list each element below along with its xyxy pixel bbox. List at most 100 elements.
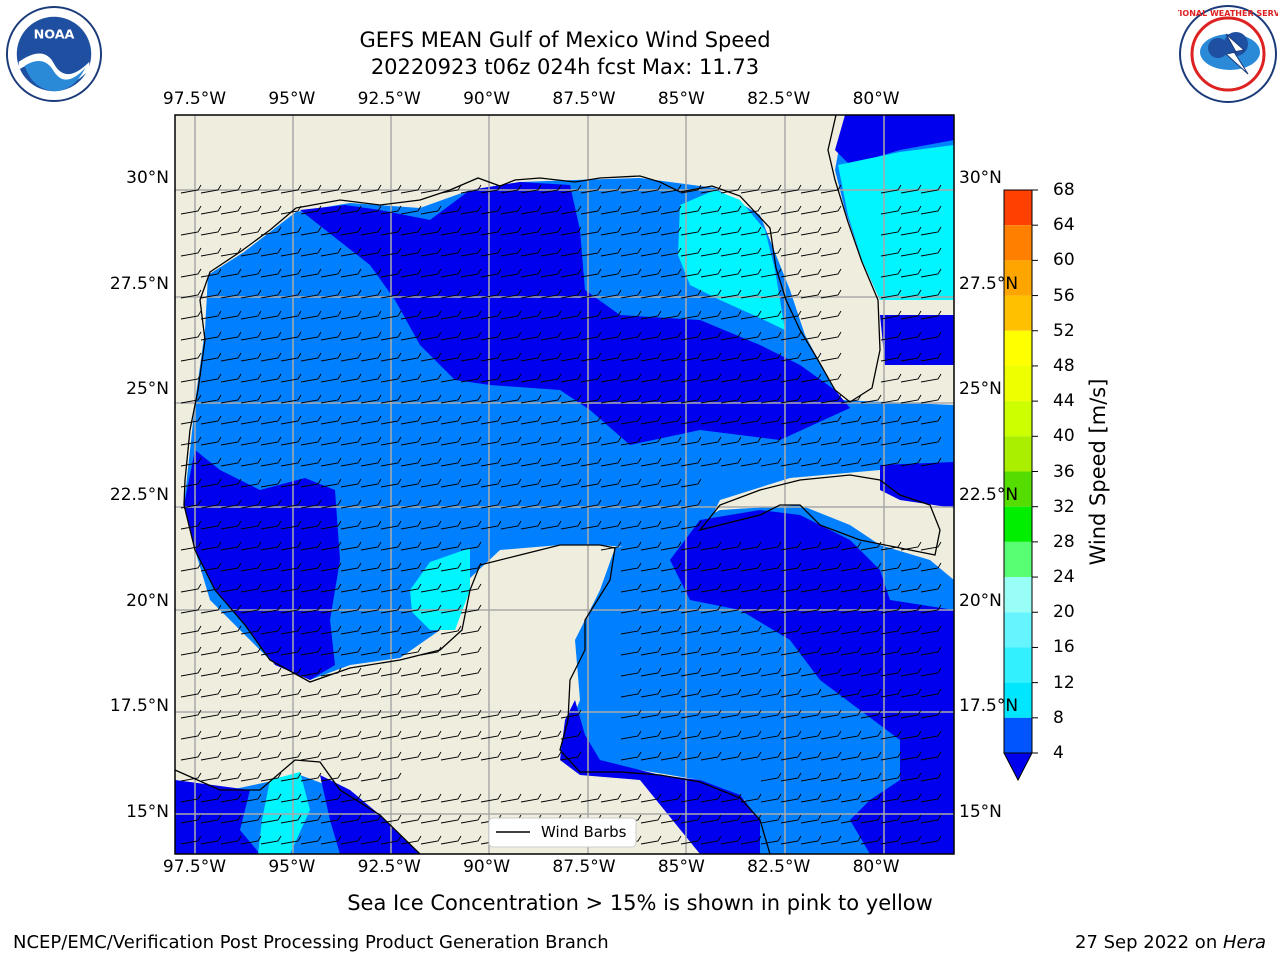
wind-barb xyxy=(660,520,682,530)
wind-barb xyxy=(540,793,562,803)
wind-barb xyxy=(880,688,902,698)
wind-barb xyxy=(200,499,222,509)
colorbar-segment xyxy=(1004,647,1032,683)
wind-barbs xyxy=(180,184,942,845)
wind-barb xyxy=(220,394,242,404)
wind-barb xyxy=(700,667,722,677)
wind-barb xyxy=(740,415,762,425)
wind-barb xyxy=(400,625,422,635)
wind-barb xyxy=(380,394,402,404)
wind-barb xyxy=(220,331,242,341)
wind-barb xyxy=(640,667,662,677)
wind-barb xyxy=(480,268,502,278)
wind-barb xyxy=(620,205,642,215)
wind-barb xyxy=(340,436,362,446)
wind-barb xyxy=(560,205,582,215)
lon-tick-bottom: 87.5°W xyxy=(552,857,616,877)
wind-barb xyxy=(760,793,782,803)
wind-barb xyxy=(500,205,522,215)
wind-barb xyxy=(920,625,942,635)
lat-tick-right: 20°N xyxy=(959,590,1002,611)
wind-barb xyxy=(220,289,242,299)
wind-barb xyxy=(380,184,402,194)
wind-barb xyxy=(620,709,642,719)
wind-barb xyxy=(740,604,762,614)
wind-barb xyxy=(280,394,302,404)
wind-barb xyxy=(300,352,322,362)
wind-barb xyxy=(680,205,702,215)
wind-barb xyxy=(280,520,302,530)
wind-barb xyxy=(260,667,282,677)
wind-barb xyxy=(680,289,702,299)
wind-barb xyxy=(640,226,662,236)
wind-barb xyxy=(180,226,202,236)
wind-barb xyxy=(360,562,382,572)
wind-barb xyxy=(400,814,422,824)
wind-barb xyxy=(260,646,282,656)
wind-barb xyxy=(780,709,802,719)
wind-barb xyxy=(740,310,762,320)
lat-tick-right: 27.5°N xyxy=(959,273,1019,294)
wind-barb xyxy=(640,562,662,572)
lon-tick-bottom: 80°W xyxy=(852,857,900,877)
lon-tick-top: 90°W xyxy=(463,89,511,109)
wind-barb xyxy=(460,499,482,509)
wind-barb xyxy=(660,289,682,299)
wind-barb xyxy=(880,709,902,719)
wind-barb xyxy=(720,688,742,698)
wind-barb xyxy=(780,184,802,194)
wind-barb xyxy=(680,373,702,383)
wind-barb xyxy=(460,541,482,551)
wind-barb xyxy=(660,226,682,236)
wind-barb xyxy=(300,415,322,425)
wind-barb xyxy=(200,478,222,488)
wind-barb xyxy=(380,331,402,341)
wind-barb xyxy=(320,436,342,446)
wind-barb xyxy=(600,457,622,467)
wind-barb xyxy=(740,268,762,278)
wind-barb xyxy=(580,331,602,341)
wind-barb xyxy=(780,772,802,782)
wind-barb xyxy=(660,730,682,740)
wind-barb xyxy=(180,709,202,719)
lat-tick-right: 15°N xyxy=(959,801,1002,822)
wind-barb xyxy=(720,394,742,404)
wind-barb xyxy=(740,709,762,719)
wind-barb xyxy=(440,478,462,488)
wind-barb xyxy=(780,583,802,593)
wind-barb xyxy=(240,814,262,824)
wind-barb xyxy=(260,457,282,467)
wind-barb xyxy=(700,373,722,383)
wind-barb xyxy=(740,289,762,299)
wind-barb xyxy=(500,499,522,509)
wind-barb xyxy=(340,541,362,551)
wind-barb xyxy=(440,814,462,824)
wind-barb xyxy=(320,499,342,509)
wind-barb xyxy=(740,436,762,446)
wind-barb xyxy=(680,436,702,446)
wind-barb xyxy=(680,478,702,488)
wind-barb xyxy=(500,289,522,299)
wind-barb xyxy=(280,268,302,278)
wind-barb xyxy=(200,520,222,530)
wind-barb xyxy=(680,394,702,404)
wind-barb xyxy=(620,184,642,194)
wind-barb xyxy=(220,625,242,635)
wind-barb xyxy=(420,541,442,551)
wind-barb xyxy=(180,436,202,446)
wind-barb xyxy=(380,667,402,677)
wind-barb xyxy=(400,268,422,278)
wind-barb xyxy=(680,247,702,257)
wind-barb xyxy=(220,310,242,320)
wind-barb xyxy=(900,667,922,677)
wind-barb xyxy=(920,688,942,698)
wind-barb xyxy=(400,583,422,593)
colorbar-tick-label: 12 xyxy=(1053,672,1075,693)
wind-barb xyxy=(640,457,662,467)
wind-barb xyxy=(800,709,822,719)
wind-barb xyxy=(380,352,402,362)
wind-barb xyxy=(720,709,742,719)
wind-barb xyxy=(900,289,922,299)
wind-barb xyxy=(740,667,762,677)
wind-barb xyxy=(220,604,242,614)
